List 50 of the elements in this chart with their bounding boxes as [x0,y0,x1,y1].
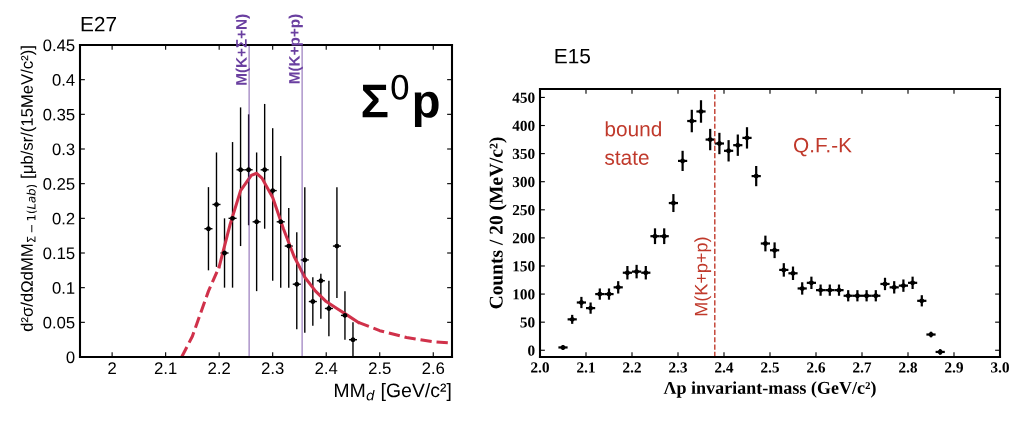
y-tick-label: 250 [512,204,535,216]
annotation: Σ$^{0}$p [362,74,439,128]
y-tick-label: 350 [512,148,535,160]
y-tick-label: 0.25 [43,178,75,190]
y-tick-label: 0 [528,345,535,356]
x-tick-label: 2.9 [945,362,963,373]
x-tick-label: 2.7 [853,362,872,373]
y-axis-title: d²σ/dΩdMM$_{Σ−1(Lab)}$ [μb/sr/(15MeV/c²)] [20,46,37,332]
x-tick-label: 2.0 [531,362,549,373]
y-tick-label: 100 [513,289,535,300]
y-axis-title: Counts / 20 (MeV/c²) [489,137,507,309]
y-tick-label: 50 [520,317,535,328]
y-tick-label: 0.1 [52,282,75,294]
y-tick-label: 0.15 [43,247,75,260]
y-tick-label: 0.45 [43,39,75,52]
x-tick-label: 2.6 [807,362,826,373]
ref-line-label: M(K+p+p) [694,237,712,316]
ref-line-label: M(K+Σ+N) [235,14,250,85]
chart-title: E27 [81,16,117,32]
annotation: bound state [604,121,661,165]
x-axis-title: Λp invariant-mass (GeV/c²) [663,381,876,398]
x-tick-label: 2.2 [208,362,230,374]
x-tick-label: 2 [108,362,116,374]
y-tick-label: 0.3 [52,143,75,156]
y-tick-label: 150 [513,261,535,272]
y-tick-label: 0.4 [52,74,75,86]
chart-title: E15 [555,48,590,64]
x-tick-label: 2.5 [761,362,779,373]
ref-line-label: M(K+p+p) [288,14,303,84]
x-axis-title: MM$_{d}$ [GeV/c²] [334,382,451,402]
x-tick-label: 2.5 [369,362,391,375]
y-tick-label: 0.2 [52,212,75,225]
x-tick-label: 2.4 [715,362,734,373]
y-tick-label: 0.05 [43,316,75,329]
y-tick-label: 300 [512,176,535,188]
x-tick-label: 2.2 [623,362,641,373]
x-tick-label: 2.8 [899,362,918,373]
x-tick-label: 2.1 [154,362,177,374]
x-tick-label: 2.3 [261,362,284,375]
x-tick-label: 3.0 [991,362,1009,373]
annotation: Q.F.-K [793,137,852,157]
y-tick-label: 0.35 [43,108,75,121]
x-tick-label: 2.3 [669,362,688,373]
x-tick-label: 2.6 [422,362,445,375]
x-tick-label: 2.4 [315,362,338,374]
y-tick-label: 0 [66,351,75,364]
x-tick-label: 2.1 [577,362,595,373]
y-tick-label: 450 [512,92,535,103]
y-tick-label: 200 [512,233,535,244]
y-tick-label: 400 [512,120,535,131]
